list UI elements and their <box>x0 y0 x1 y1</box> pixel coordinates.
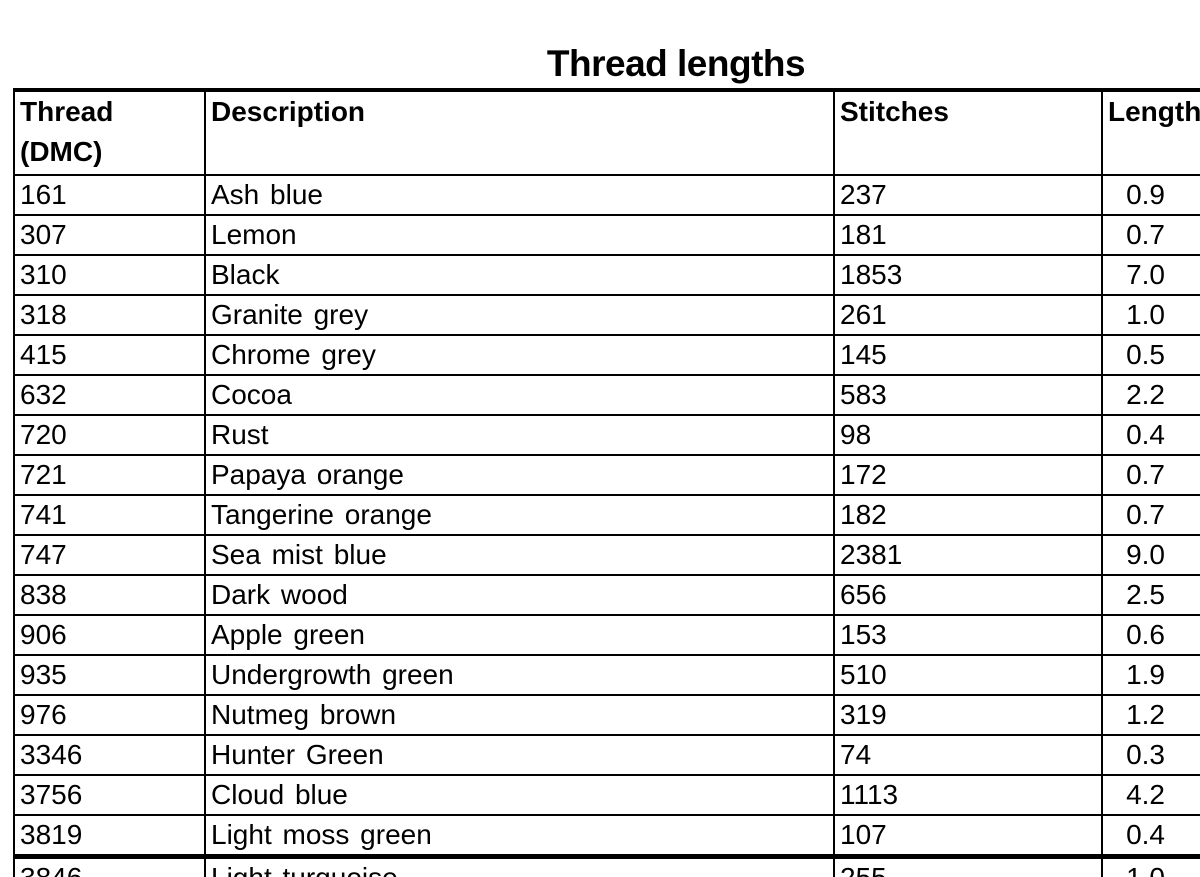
cell-stitches: 237 <box>833 174 1103 216</box>
cell-length: 1.0 <box>1101 294 1200 336</box>
cell-length: 0.9 <box>1101 174 1200 216</box>
table-row: 632 Cocoa 583 2.2 <box>13 374 1200 416</box>
cell-stitches: 181 <box>833 214 1103 256</box>
table-row: 3846Light turquoise2551.0 <box>13 854 1200 877</box>
cell-description: Apple green <box>204 614 835 656</box>
page-title: Thread lengths <box>546 43 806 84</box>
cell-length: 0.4 <box>1101 414 1200 456</box>
cell-description: Lemon <box>204 214 835 256</box>
table-row: 976 Nutmeg brown 319 1.2 <box>13 694 1200 736</box>
cell-stitches: 510 <box>833 654 1103 696</box>
cell-description: Undergrowth green <box>204 654 835 696</box>
cell-stitches: 98 <box>833 414 1103 456</box>
cell-length: 1.9 <box>1101 654 1200 696</box>
cell-thread: 161 <box>13 174 206 216</box>
cell-length: 0.4 <box>1101 814 1200 858</box>
cell-stitches: 656 <box>833 574 1103 616</box>
table-row: 720 Rust 98 0.4 <box>13 414 1200 456</box>
cell-thread: 318 <box>13 294 206 336</box>
table-row: 3346 Hunter Green 74 0.3 <box>13 734 1200 776</box>
cell-stitches: 153 <box>833 614 1103 656</box>
cell-description: Light turquoise <box>204 854 835 877</box>
cell-thread: 310 <box>13 254 206 296</box>
cell-thread: 415 <box>13 334 206 376</box>
cell-thread: 720 <box>13 414 206 456</box>
cell-length: 0.7 <box>1101 494 1200 536</box>
cell-stitches: 172 <box>833 454 1103 496</box>
cell-stitches: 261 <box>833 294 1103 336</box>
cell-length: 1.2 <box>1101 694 1200 736</box>
cell-thread: 976 <box>13 694 206 736</box>
column-header-thread: Thread (DMC) <box>13 89 206 176</box>
document-content: Thread lengths Thread (DMC) Description St… <box>13 42 1200 877</box>
cell-stitches: 145 <box>833 334 1103 376</box>
table-row: 310 Black 1853 7.0 <box>13 254 1200 296</box>
cell-stitches: 182 <box>833 494 1103 536</box>
cell-length: 9.0 <box>1101 534 1200 576</box>
table-row: 838 Dark wood 656 2.5 <box>13 574 1200 616</box>
cell-description: Granite grey <box>204 294 835 336</box>
table-row: 3819 Light moss green 107 0.4 <box>13 814 1200 858</box>
table-row: 906 Apple green 153 0.6 <box>13 614 1200 656</box>
cell-stitches: 107 <box>833 814 1103 858</box>
cell-length: 0.5 <box>1101 334 1200 376</box>
cell-description: Dark wood <box>204 574 835 616</box>
cell-stitches: 255 <box>833 854 1103 877</box>
table-row: 161 Ash blue 237 0.9 <box>13 174 1200 216</box>
cell-description: Rust <box>204 414 835 456</box>
table-row: 741 Tangerine orange 182 0.7 <box>13 494 1200 536</box>
cell-description: Nutmeg brown <box>204 694 835 736</box>
cell-stitches: 2381 <box>833 534 1103 576</box>
cell-description: Light moss green <box>204 814 835 858</box>
cell-description: Black <box>204 254 835 296</box>
cell-thread: 3846 <box>13 854 206 877</box>
cell-stitches: 1853 <box>833 254 1103 296</box>
cell-length: 0.6 <box>1101 614 1200 656</box>
table-row: 721 Papaya orange 172 0.7 <box>13 454 1200 496</box>
cell-thread: 3756 <box>13 774 206 816</box>
cell-thread: 906 <box>13 614 206 656</box>
cell-thread: 3346 <box>13 734 206 776</box>
table-row: 307 Lemon 181 0.7 <box>13 214 1200 256</box>
cell-stitches: 319 <box>833 694 1103 736</box>
cell-length: 0.7 <box>1101 214 1200 256</box>
cell-thread: 721 <box>13 454 206 496</box>
column-header-stitches: Stitches <box>833 89 1103 176</box>
cell-length: 1.0 <box>1101 854 1200 877</box>
table-row: 415 Chrome grey 145 0.5 <box>13 334 1200 376</box>
cell-thread: 747 <box>13 534 206 576</box>
thread-lengths-table: Thread (DMC)DescriptionStitchesLengths16… <box>13 88 1200 877</box>
cell-description: Tangerine orange <box>204 494 835 536</box>
cell-description: Hunter Green <box>204 734 835 776</box>
cell-thread: 838 <box>13 574 206 616</box>
cell-length: 0.7 <box>1101 454 1200 496</box>
column-header-description: Description <box>204 89 835 176</box>
cell-thread: 741 <box>13 494 206 536</box>
cell-description: Cloud blue <box>204 774 835 816</box>
cell-stitches: 1113 <box>833 774 1103 816</box>
cell-length: 7.0 <box>1101 254 1200 296</box>
cell-description: Sea mist blue <box>204 534 835 576</box>
table-row: 318 Granite grey 261 1.0 <box>13 294 1200 336</box>
table-row: 747 Sea mist blue 2381 9.0 <box>13 534 1200 576</box>
cell-stitches: 583 <box>833 374 1103 416</box>
cell-thread: 632 <box>13 374 206 416</box>
cell-length: 4.2 <box>1101 774 1200 816</box>
cell-description: Ash blue <box>204 174 835 216</box>
cell-thread: 3819 <box>13 814 206 858</box>
cell-length: 2.2 <box>1101 374 1200 416</box>
cell-description: Chrome grey <box>204 334 835 376</box>
table-row: 3756 Cloud blue 1113 4.2 <box>13 774 1200 816</box>
header-row: Thread (DMC)DescriptionStitchesLengths <box>13 89 1200 176</box>
cell-thread: 935 <box>13 654 206 696</box>
cell-length: 2.5 <box>1101 574 1200 616</box>
cell-description: Papaya orange <box>204 454 835 496</box>
cell-thread: 307 <box>13 214 206 256</box>
column-header-length: Lengths <box>1101 89 1200 176</box>
cell-stitches: 74 <box>833 734 1103 776</box>
cell-length: 0.3 <box>1101 734 1200 776</box>
cell-description: Cocoa <box>204 374 835 416</box>
table-row: 935 Undergrowth green 510 1.9 <box>13 654 1200 696</box>
